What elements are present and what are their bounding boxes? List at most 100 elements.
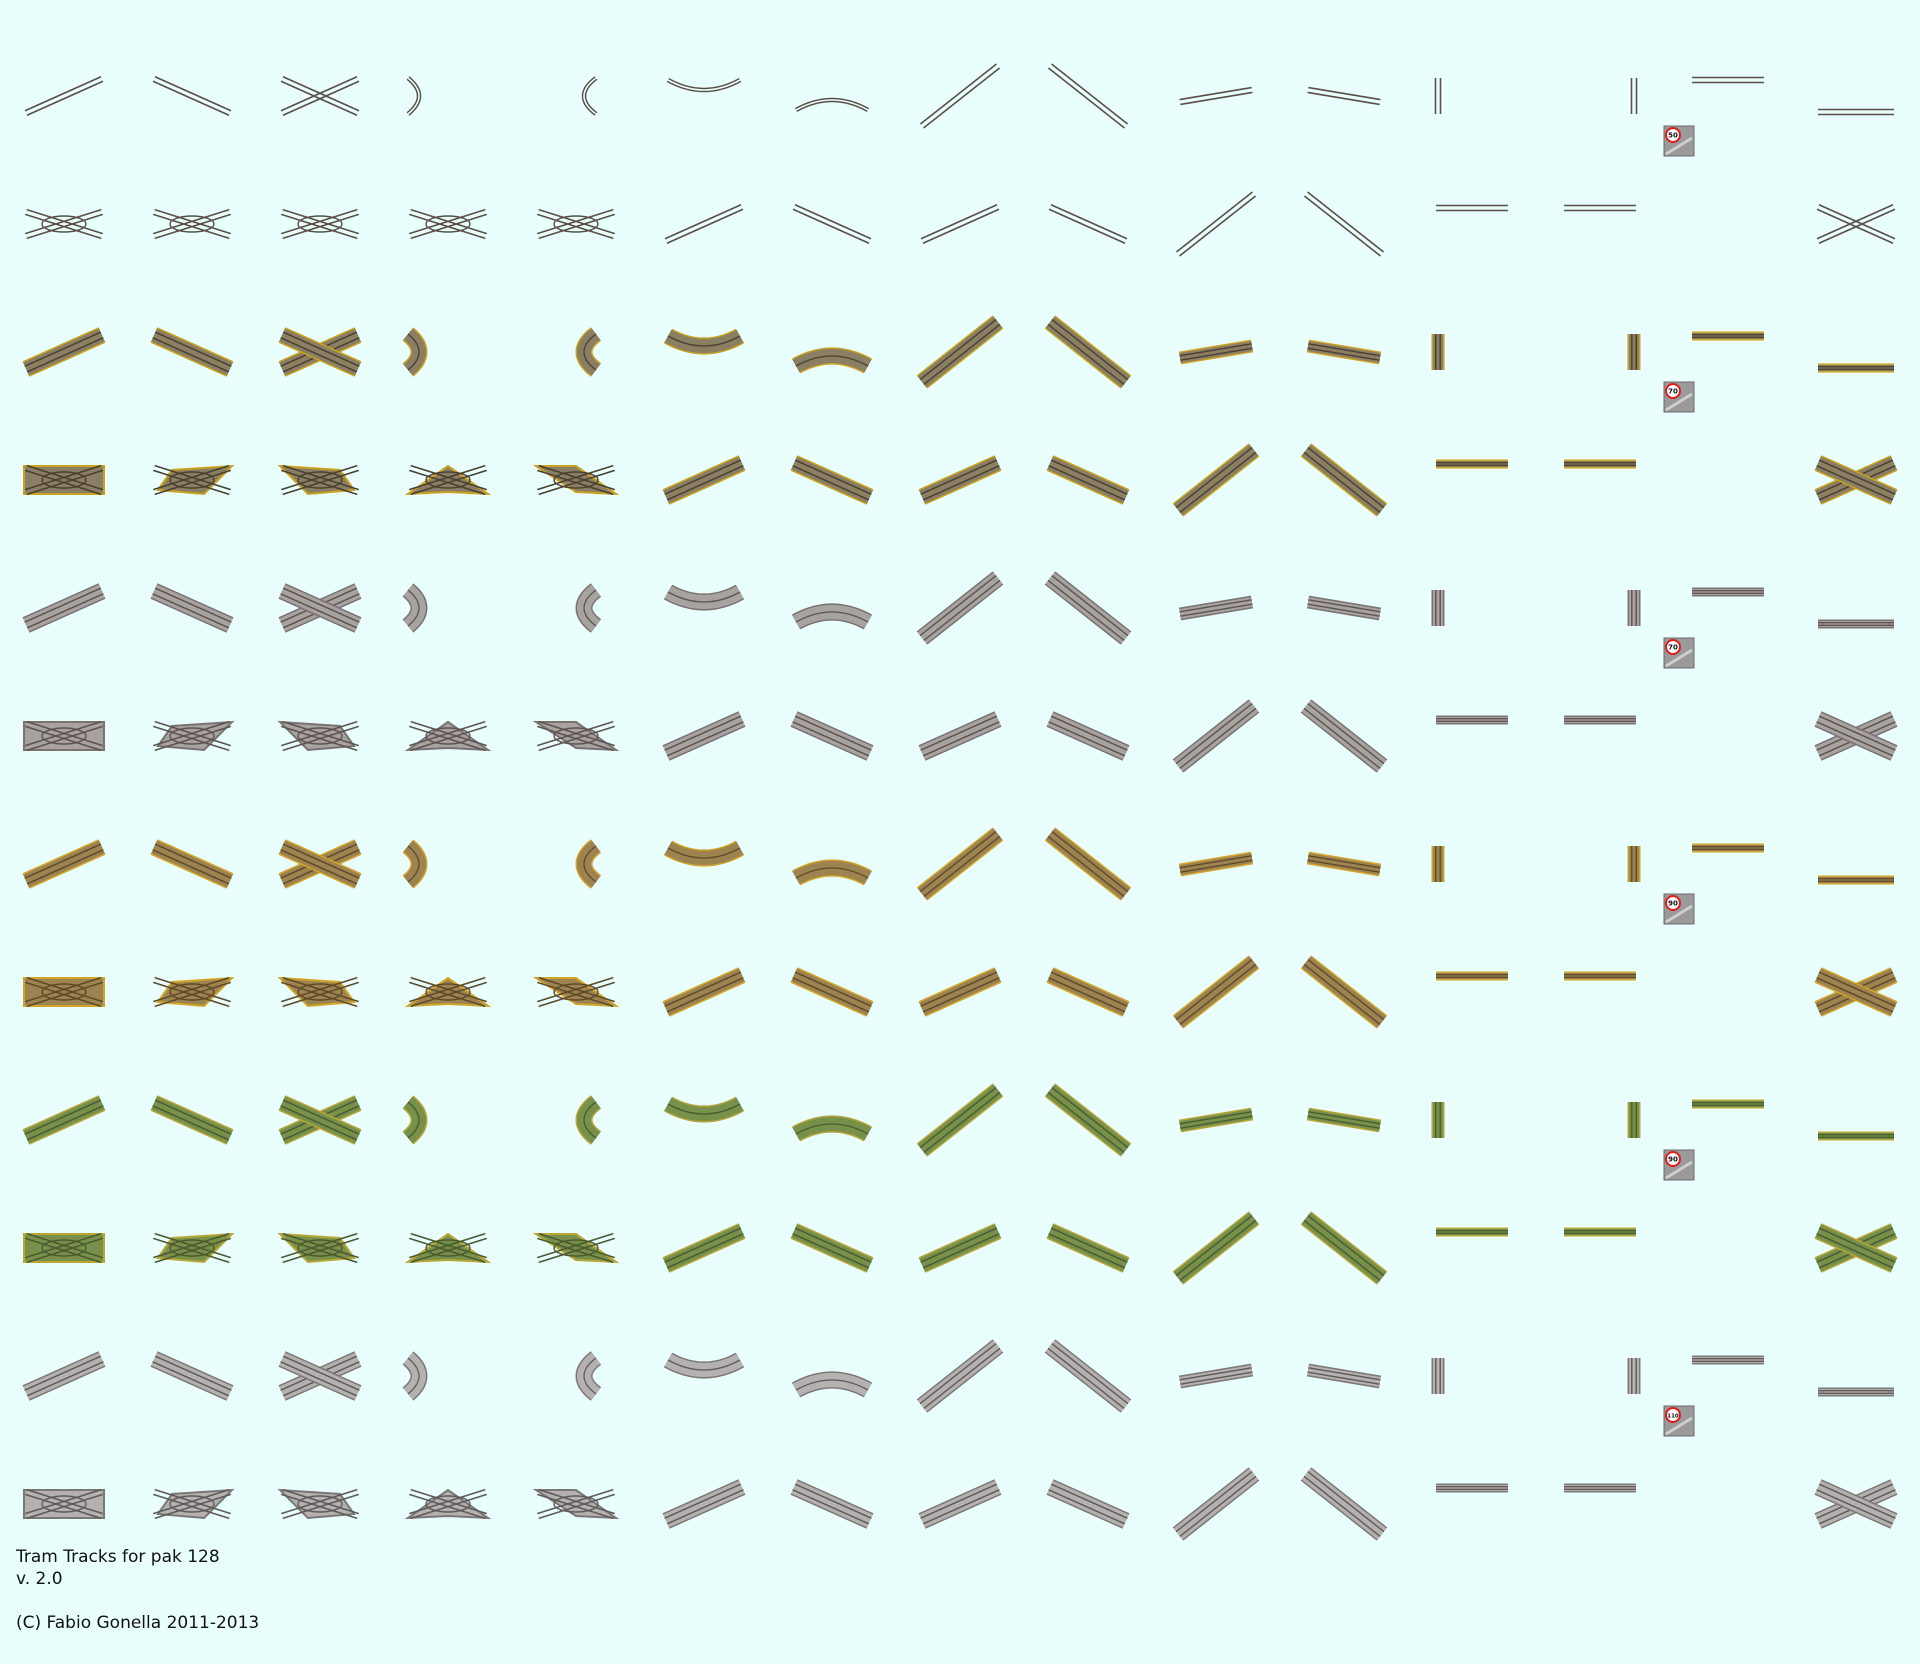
track-tile-r5-c7: [918, 711, 1002, 761]
speed-sign-tile: 50: [1663, 125, 1695, 157]
track-tile-r8-c14: [1818, 1131, 1894, 1141]
track-tile-r10-c13: [1692, 1355, 1764, 1365]
track-tile-r0-c14: [1818, 108, 1894, 116]
track-tile-r6-c12: [1627, 846, 1641, 882]
speed-sign-tile: 90: [1663, 1149, 1695, 1181]
speed-sign-label: 90: [1668, 1156, 1678, 1164]
track-tile-r7-c0: [23, 976, 105, 1008]
track-tile-r9-c9: [1172, 1211, 1260, 1285]
track-tile-r3-c2: [277, 464, 359, 496]
track-tile-r4-c6: [791, 603, 873, 630]
track-tile-r7-c10: [1300, 955, 1388, 1029]
track-tile-r7-c6: [790, 967, 874, 1017]
track-tile-r4-c10: [1306, 595, 1382, 621]
track-tile-r8-c11: [1431, 1102, 1445, 1138]
track-tile-r0-c10: [1307, 86, 1381, 106]
track-tile-r4-c0: [22, 583, 106, 633]
track-tile-r2-c14: [1818, 363, 1894, 373]
track-tile-r10-c9: [1178, 1363, 1254, 1389]
track-tile-r1-c9: [1175, 191, 1257, 257]
track-tile-r2-c13: [1692, 331, 1764, 341]
credits-spacer: [16, 1590, 259, 1612]
track-tile-r10-c14: [1818, 1387, 1894, 1397]
track-tile-r6-c4: [575, 839, 602, 889]
track-tile-r5-c2: [277, 720, 359, 752]
track-tile-r7-c1: [153, 976, 235, 1008]
track-tile-r4-c14: [1818, 619, 1894, 629]
track-tile-r0-c8: [1047, 63, 1129, 129]
track-tile-r2-c8: [1044, 315, 1132, 389]
track-tile-r2-c4: [575, 327, 602, 377]
track-tile-r11-c8: [1046, 1479, 1130, 1529]
track-tile-r3-c6: [790, 455, 874, 505]
track-tile-r1-c8: [1048, 203, 1128, 245]
track-tile-r9-c1: [153, 1232, 235, 1264]
track-tile-r3-c12: [1564, 459, 1636, 469]
track-tile-r5-c9: [1172, 699, 1260, 773]
track-tile-r6-c1: [150, 839, 234, 889]
track-tile-r4-c4: [575, 583, 602, 633]
track-tile-r4-c7: [916, 571, 1004, 645]
track-tile-r9-c12: [1564, 1227, 1636, 1237]
track-tile-r8-c10: [1306, 1107, 1382, 1133]
track-tile-r9-c7: [918, 1223, 1002, 1273]
track-tile-r11-c3: [404, 1488, 492, 1520]
track-tile-r9-c2: [277, 1232, 359, 1264]
track-tile-r6-c14: [1818, 875, 1894, 885]
track-tile-r1-c11: [1436, 204, 1508, 212]
track-tile-r5-c3: [404, 720, 492, 752]
track-tile-r11-c4: [532, 1488, 620, 1520]
track-tile-r4-c13: [1692, 587, 1764, 597]
track-tile-r5-c6: [790, 711, 874, 761]
track-tile-r1-c0: [25, 208, 103, 240]
track-tile-r6-c3: [402, 839, 428, 889]
track-tile-r10-c1: [150, 1351, 234, 1401]
track-tile-r1-c5: [664, 203, 744, 245]
track-tile-r5-c14: [1814, 711, 1898, 761]
track-tile-r6-c9: [1178, 851, 1254, 877]
track-tile-r0-c1: [152, 75, 232, 117]
track-tile-r3-c3: [404, 464, 492, 496]
track-tile-r11-c14: [1814, 1479, 1898, 1529]
track-tile-r11-c1: [153, 1488, 235, 1520]
track-tile-r5-c5: [662, 711, 746, 761]
track-tile-r9-c4: [532, 1232, 620, 1264]
track-tile-r1-c2: [281, 208, 359, 240]
track-tile-r0-c0: [24, 75, 104, 117]
track-tile-r0-c9: [1179, 86, 1253, 106]
track-tile-r7-c7: [918, 967, 1002, 1017]
track-tile-r1-c4: [537, 208, 615, 240]
track-tile-r5-c11: [1436, 715, 1508, 725]
track-tile-r2-c12: [1627, 334, 1641, 370]
track-tile-r1-c6: [792, 203, 872, 245]
track-tile-r10-c7: [916, 1339, 1004, 1413]
track-tile-r11-c6: [790, 1479, 874, 1529]
track-tile-r1-c10: [1303, 191, 1385, 257]
track-tile-r6-c10: [1306, 851, 1382, 877]
track-tile-r0-c12: [1630, 78, 1638, 114]
track-tile-r10-c0: [22, 1351, 106, 1401]
track-tile-r6-c11: [1431, 846, 1445, 882]
track-tile-r3-c7: [918, 455, 1002, 505]
track-tile-r3-c14: [1814, 455, 1898, 505]
track-tile-r3-c11: [1436, 459, 1508, 469]
track-tile-r9-c8: [1046, 1223, 1130, 1273]
credits-version: v. 2.0: [16, 1569, 63, 1589]
track-tile-r9-c5: [662, 1223, 746, 1273]
track-tile-r9-c6: [790, 1223, 874, 1273]
speed-sign-label: 70: [1668, 644, 1678, 652]
track-tile-r9-c11: [1436, 1227, 1508, 1237]
track-tile-r10-c8: [1044, 1339, 1132, 1413]
track-tile-r7-c2: [277, 976, 359, 1008]
track-tile-r6-c6: [791, 859, 873, 886]
track-tile-r4-c5: [663, 584, 745, 611]
track-tile-r7-c3: [404, 976, 492, 1008]
track-tile-r5-c10: [1300, 699, 1388, 773]
track-tile-r11-c7: [918, 1479, 1002, 1529]
track-tile-r2-c6: [791, 347, 873, 374]
track-tile-r8-c13: [1692, 1099, 1764, 1109]
track-tile-r8-c1: [150, 1095, 234, 1145]
track-tile-r11-c10: [1300, 1467, 1388, 1541]
track-tile-r2-c9: [1178, 339, 1254, 365]
track-tile-r7-c5: [662, 967, 746, 1017]
